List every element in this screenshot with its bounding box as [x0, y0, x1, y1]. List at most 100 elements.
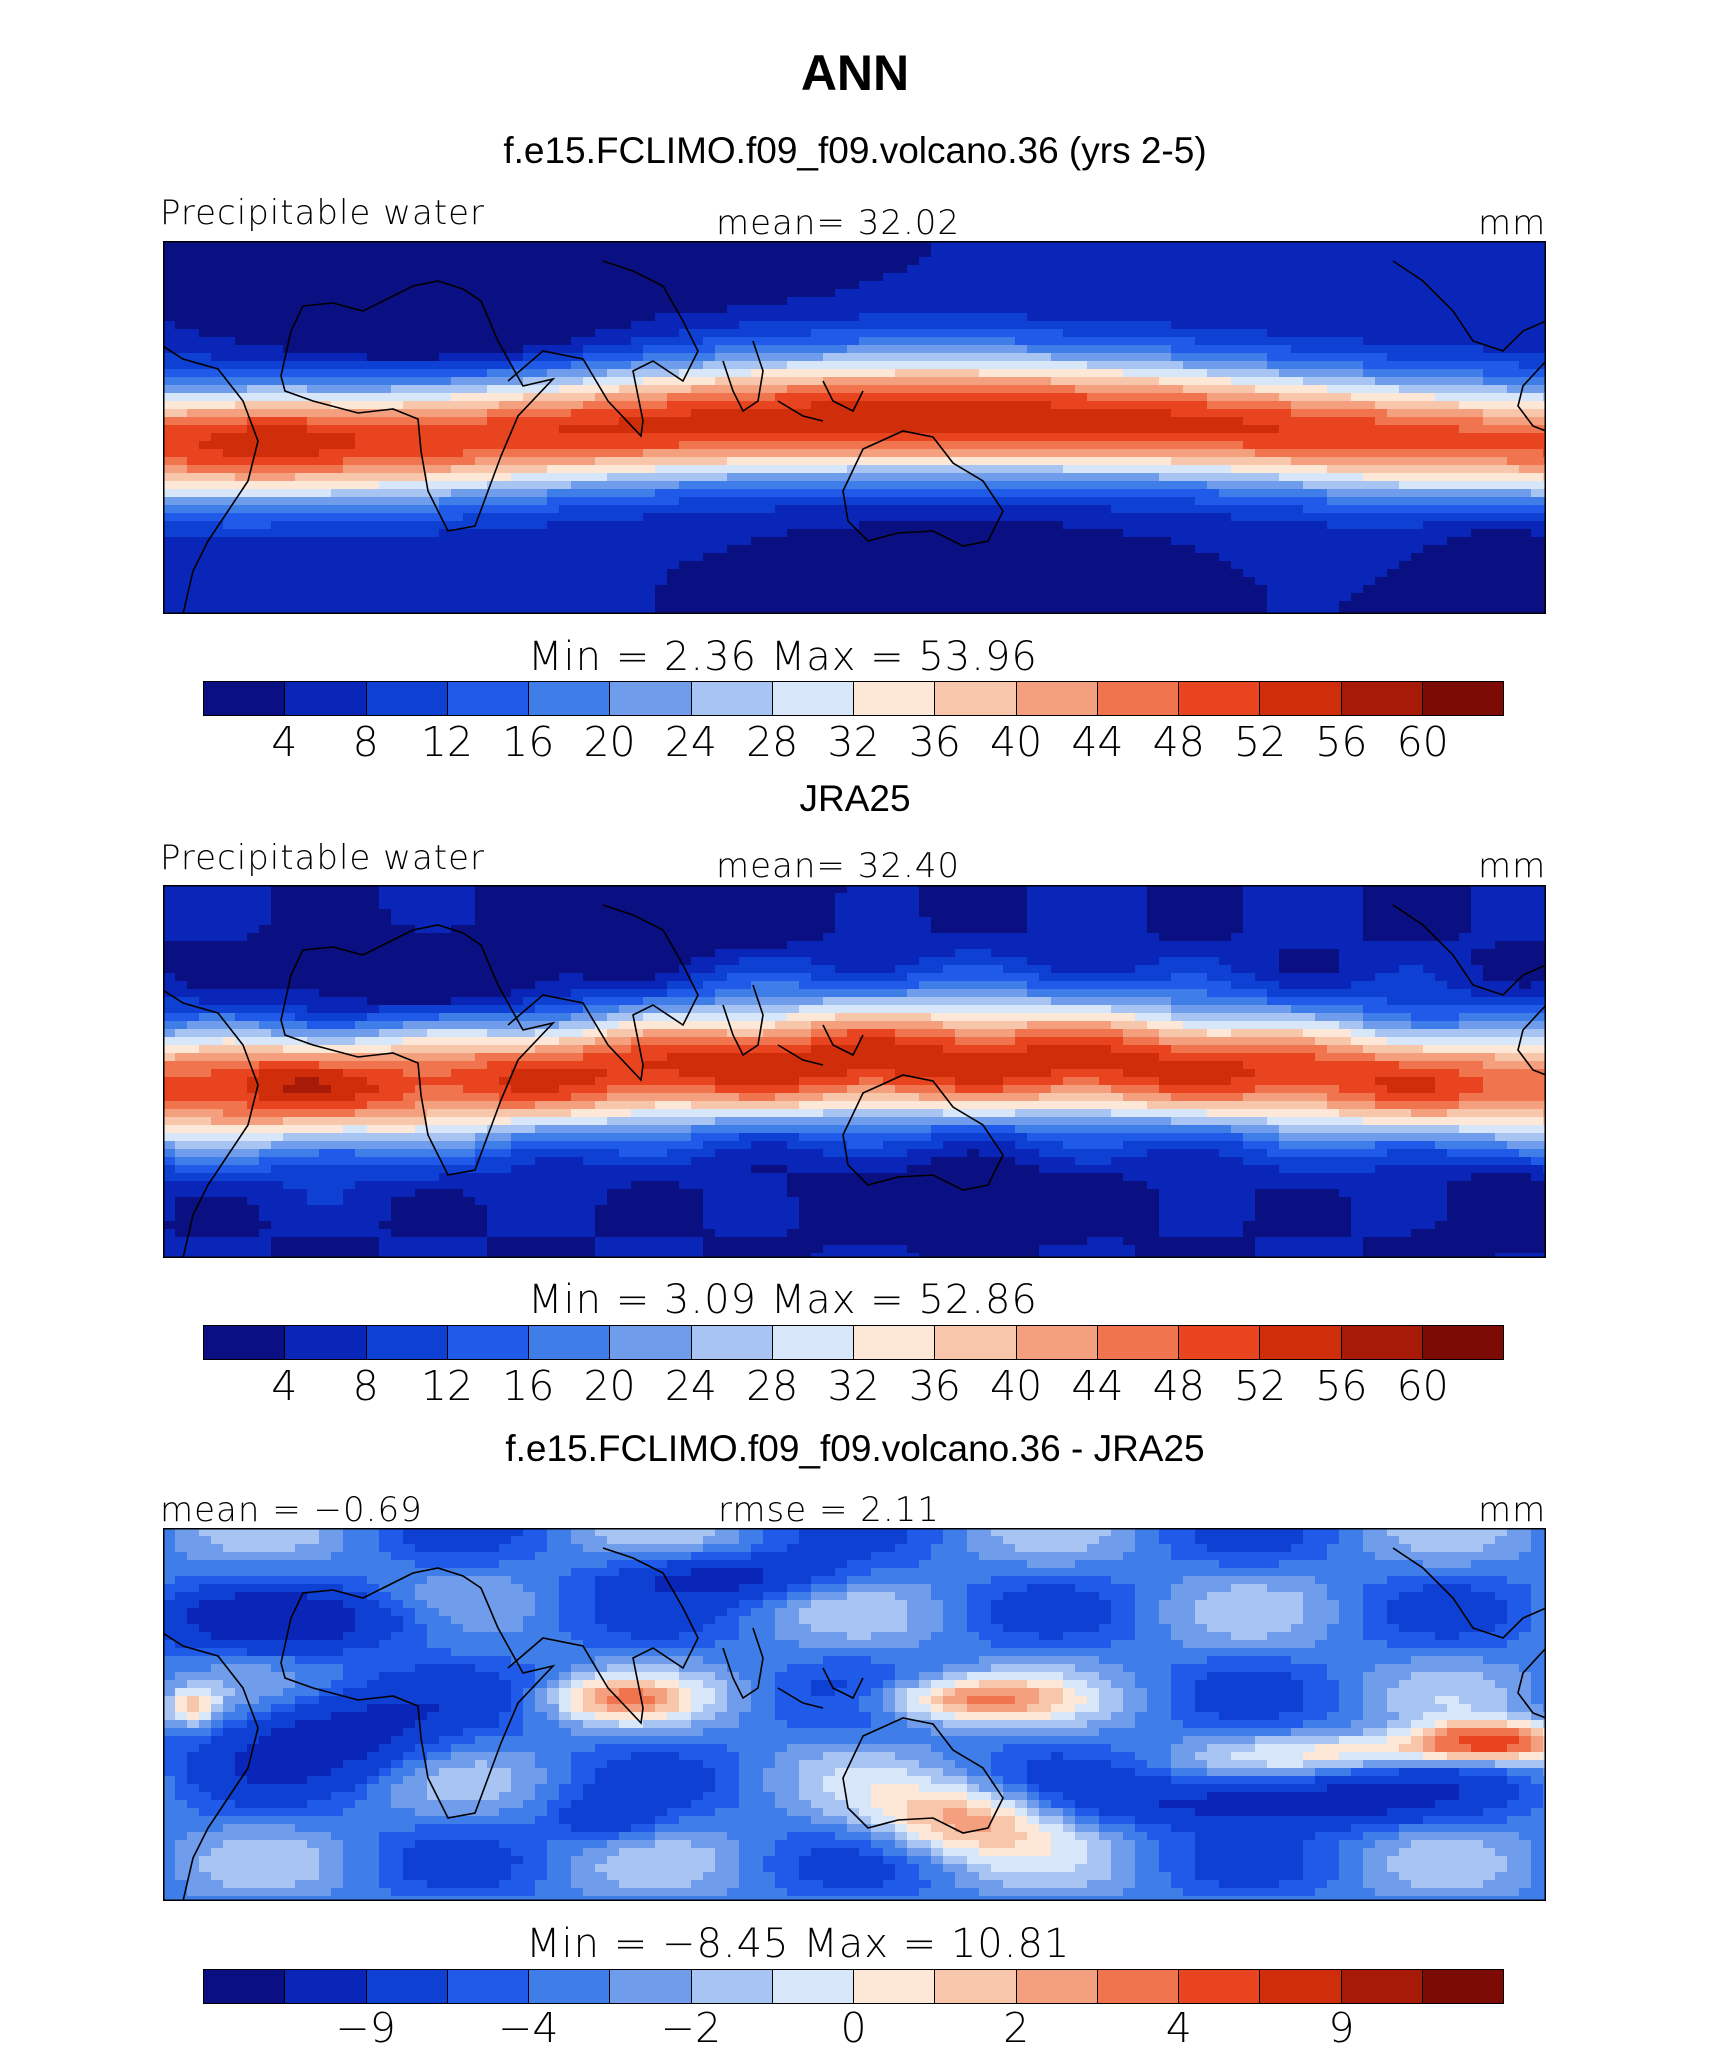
- map-cell: [691, 465, 704, 474]
- map-cell: [487, 425, 500, 434]
- map-cell: [1363, 473, 1376, 482]
- map-cell: [979, 417, 992, 426]
- map-cell: [271, 473, 284, 482]
- map-cell: [451, 313, 464, 322]
- map-cell: [907, 561, 920, 570]
- map-cell: [1135, 473, 1148, 482]
- map-cell: [1255, 521, 1268, 530]
- map-cell: [1207, 537, 1220, 546]
- map-cell: [919, 409, 932, 418]
- map-cell: [439, 305, 452, 314]
- map-cell: [175, 513, 188, 522]
- map-cell: [1339, 361, 1352, 370]
- map-cell: [631, 457, 644, 466]
- map-cell: [1375, 393, 1388, 402]
- map-cell: [1519, 281, 1532, 290]
- map-cell: [1267, 353, 1280, 362]
- map-cell: [703, 489, 716, 498]
- map-cell: [1075, 337, 1088, 346]
- map-cell: [163, 329, 176, 338]
- map-cell: [1459, 505, 1472, 514]
- map-cell: [1507, 529, 1520, 538]
- map-cell: [787, 553, 800, 562]
- map-cell: [1327, 513, 1340, 522]
- map-cell: [1531, 489, 1544, 498]
- map-cell: [511, 529, 524, 538]
- map-cell: [883, 241, 896, 250]
- map-cell: [919, 305, 932, 314]
- map-cell: [163, 353, 176, 362]
- map-cell: [235, 345, 248, 354]
- map-cell: [187, 385, 200, 394]
- map-cell: [427, 553, 440, 562]
- map-cell: [1351, 569, 1364, 578]
- map-cell: [1303, 489, 1316, 498]
- map-cell: [271, 265, 284, 274]
- map-cell: [835, 409, 848, 418]
- map-cell: [691, 473, 704, 482]
- map-cell: [1339, 297, 1352, 306]
- map-cell: [679, 417, 692, 426]
- map-cell: [199, 257, 212, 266]
- map-cell: [1111, 457, 1124, 466]
- map-cell: [715, 449, 728, 458]
- map-cell: [1363, 513, 1376, 522]
- map-cell: [1195, 265, 1208, 274]
- map-cell: [571, 313, 584, 322]
- map-cell: [583, 513, 596, 522]
- map-cell: [211, 273, 224, 282]
- map-cell: [475, 369, 488, 378]
- map-cell: [895, 473, 908, 482]
- map-cell: [271, 561, 284, 570]
- map-cell: [1063, 457, 1076, 466]
- map-cell: [1363, 345, 1376, 354]
- map-cell: [1207, 417, 1220, 426]
- map-cell: [835, 265, 848, 274]
- map-cell: [391, 329, 404, 338]
- map-cell: [979, 241, 992, 250]
- map-cell: [847, 353, 860, 362]
- map-cell: [247, 257, 260, 266]
- map-cell: [271, 281, 284, 290]
- map-cell: [607, 489, 620, 498]
- map-cell: [1327, 249, 1340, 258]
- map-cell: [319, 393, 332, 402]
- map-cell: [955, 289, 968, 298]
- map-cell: [1483, 553, 1496, 562]
- map-cell: [691, 353, 704, 362]
- map-cell: [1267, 473, 1280, 482]
- map-cell: [1507, 521, 1520, 530]
- map-cell: [763, 465, 776, 474]
- map-cell: [1327, 489, 1340, 498]
- map-cell: [487, 305, 500, 314]
- map-cell: [967, 345, 980, 354]
- map-cell: [1519, 305, 1532, 314]
- map-cell: [967, 281, 980, 290]
- map-cell: [1315, 385, 1328, 394]
- map-cell: [1267, 241, 1280, 250]
- map-cell: [1483, 377, 1496, 386]
- map-cell: [1039, 545, 1052, 554]
- map-cell: [1075, 441, 1088, 450]
- map-cell: [1291, 457, 1304, 466]
- map-cell: [991, 409, 1004, 418]
- map-cell: [1123, 465, 1136, 474]
- map-cell: [595, 473, 608, 482]
- map-cell: [715, 401, 728, 410]
- map-cell: [811, 473, 824, 482]
- map-cell: [1207, 409, 1220, 418]
- map-cell: [655, 265, 668, 274]
- map-cell: [271, 241, 284, 250]
- map-cell: [295, 489, 308, 498]
- map-cell: [1411, 289, 1424, 298]
- map-cell: [667, 273, 680, 282]
- map-cell: [355, 401, 368, 410]
- map-cell: [739, 505, 752, 514]
- map-cell: [1327, 297, 1340, 306]
- map-cell: [403, 561, 416, 570]
- map-cell: [367, 465, 380, 474]
- map-cell: [499, 361, 512, 370]
- map-cell: [1123, 313, 1136, 322]
- map-cell: [775, 433, 788, 442]
- map-cell: [835, 313, 848, 322]
